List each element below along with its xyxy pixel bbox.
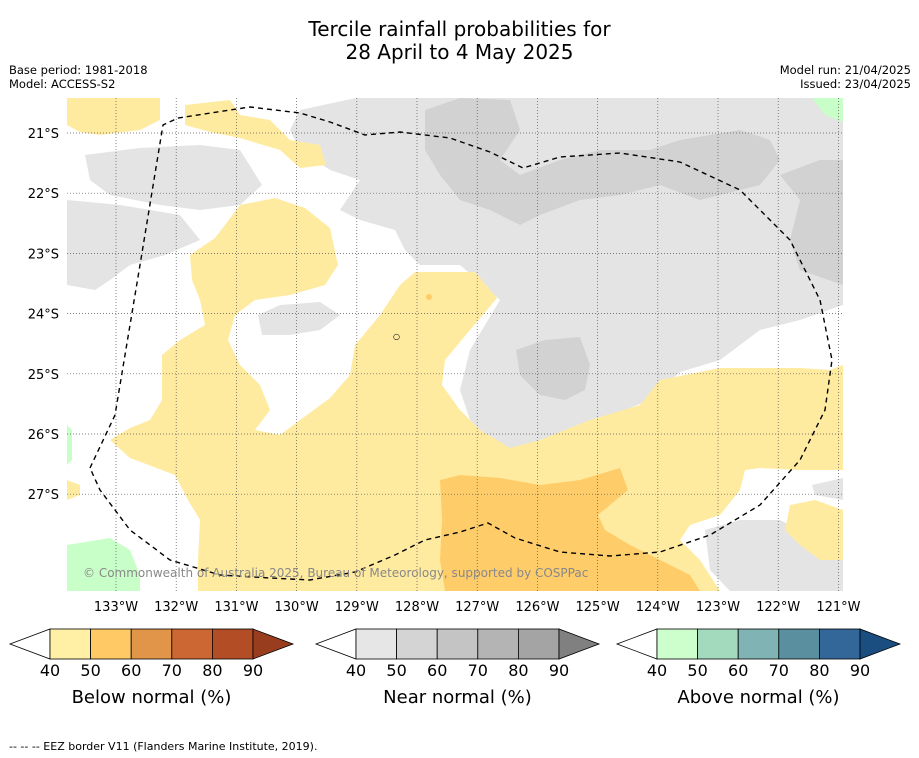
title-line-2: 28 April to 4 May 2025: [345, 40, 574, 64]
near-normal-50-east: [780, 160, 843, 285]
lat-label: 23°S: [28, 247, 59, 262]
probability-field: [67, 98, 843, 591]
colorbar-tick: 80: [508, 661, 528, 680]
colorbar-segment: [211, 628, 254, 660]
lon-label: 121°W: [816, 600, 860, 615]
colorbar-tick: 70: [162, 661, 182, 680]
colorbar-segment: [819, 628, 861, 660]
longitude-labels: 133°W 132°W 131°W 130°W 129°W 128°W 127°W 126°W…: [94, 600, 861, 615]
colorbar-segment: [90, 628, 132, 660]
colorbar-0: 40 50 60 70 80 90 Below normal (%): [8, 628, 295, 708]
colorbar-tick: 80: [809, 661, 829, 680]
colorbar-segment: [436, 628, 479, 660]
lon-label: 133°W: [94, 600, 138, 615]
colorbar-tick: 50: [386, 661, 406, 680]
colorbar-extend-low: [314, 628, 357, 660]
colorbar-tick: 90: [850, 661, 870, 680]
colorbar-extend-low: [615, 628, 658, 660]
colorbar-segment: [171, 628, 213, 660]
below-normal-40-main: [110, 198, 843, 591]
map-mark: ○: [393, 332, 400, 341]
colorbar-segment: [737, 628, 780, 660]
near-normal-40-west2: [67, 200, 200, 290]
below-normal-40-north: [67, 98, 160, 135]
colorbar-segment: [518, 628, 560, 660]
colorbar-title: Near normal (%): [383, 687, 532, 708]
gridlines: [67, 98, 843, 591]
lat-label: 24°S: [28, 308, 59, 323]
colorbar-extend-high: [252, 628, 295, 660]
colorbar-1: 40 50 60 70 80 90 Near normal (%): [314, 628, 601, 708]
lon-label: 126°W: [515, 600, 559, 615]
colorbar-extend-high: [859, 628, 902, 660]
lat-label: 25°S: [28, 368, 59, 383]
colorbar-tick: 40: [647, 661, 667, 680]
near-normal-50-centre: [516, 337, 590, 400]
lon-label: 131°W: [214, 600, 258, 615]
colorbar-tick: 60: [728, 661, 748, 680]
meta-left: Base period: 1981-2018 Model: ACCESS-S2: [9, 63, 148, 91]
model-name: Model: ACCESS-S2: [9, 77, 116, 91]
below-normal-40-east: [785, 500, 843, 560]
lat-label: 27°S: [28, 488, 59, 503]
map-title: Tercile rainfall probabilities for 28 Ap…: [0, 18, 919, 64]
title-line-1: Tercile rainfall probabilities for: [308, 17, 611, 41]
near-normal-40-west: [85, 145, 262, 210]
lon-label: 125°W: [576, 600, 620, 615]
colorbar-tick: 80: [202, 661, 222, 680]
footer-note: -- -- -- EEZ border V11 (Flanders Marine…: [9, 740, 318, 753]
lon-label: 123°W: [696, 600, 740, 615]
above-normal-40-sw: [67, 538, 140, 591]
lat-label: 21°S: [28, 127, 59, 142]
lon-label: 124°W: [636, 600, 680, 615]
colorbar-segment: [355, 628, 397, 660]
lon-label: 122°W: [756, 600, 800, 615]
colorbar-tick: 50: [80, 661, 100, 680]
colorbar-segment: [656, 628, 698, 660]
lat-label: 26°S: [28, 428, 59, 443]
colorbar-tick: 90: [243, 661, 263, 680]
colorbar-segment: [477, 628, 519, 660]
lon-label: 129°W: [335, 600, 379, 615]
colorbar-segment: [49, 628, 91, 660]
lon-label: 132°W: [154, 600, 198, 615]
colorbar-segment: [697, 628, 739, 660]
near-normal-40-centre: [258, 302, 340, 335]
colorbar-tick: 60: [121, 661, 141, 680]
lat-label: 22°S: [28, 187, 59, 202]
colorbar-extend-high: [558, 628, 601, 660]
colorbar-tick: 40: [346, 661, 366, 680]
colorbar-tick: 90: [549, 661, 569, 680]
colorbar-tick: 40: [40, 661, 60, 680]
colorbar-tick: 60: [427, 661, 447, 680]
meta-right: Model run: 21/04/2025 Issued: 23/04/2025: [780, 63, 911, 91]
colorbar-tick: 70: [468, 661, 488, 680]
colorbars: 40 50 60 70 80 90 Below normal (%) 40 50 60 70 80 90…: [8, 628, 902, 708]
model-run: Model run: 21/04/2025: [779, 63, 911, 77]
above-normal-40-ne: [812, 98, 843, 122]
below-normal-50-region: [440, 468, 700, 591]
lon-label: 127°W: [455, 600, 499, 615]
colorbar-title: Below normal (%): [72, 687, 232, 708]
latitude-labels: 21°S 22°S 23°S 24°S 25°S 26°S 27°S: [28, 127, 59, 503]
colorbar-segment: [396, 628, 438, 660]
colorbar-title: Above normal (%): [677, 687, 839, 708]
below-normal-40-north2: [185, 100, 326, 168]
below-normal-40-edge: [67, 480, 80, 500]
below-normal-50-spot: [426, 294, 432, 300]
lon-label: 130°W: [275, 600, 319, 615]
colorbar-extend-low: [8, 628, 51, 660]
lon-label: 128°W: [395, 600, 439, 615]
base-period: Base period: 1981-2018: [9, 63, 148, 77]
colorbar-tick: 50: [687, 661, 707, 680]
colorbar-segment: [130, 628, 173, 660]
colorbar-2: 40 50 60 70 80 90 Above normal (%): [615, 628, 902, 708]
colorbar-tick: 70: [769, 661, 789, 680]
above-normal-40-w: [67, 425, 72, 465]
eez-border: [89, 106, 833, 581]
colorbar-segment: [778, 628, 820, 660]
issued-date: Issued: 23/04/2025: [800, 77, 911, 91]
copyright-text: © Commonwealth of Australia 2025, Bureau…: [83, 566, 588, 580]
